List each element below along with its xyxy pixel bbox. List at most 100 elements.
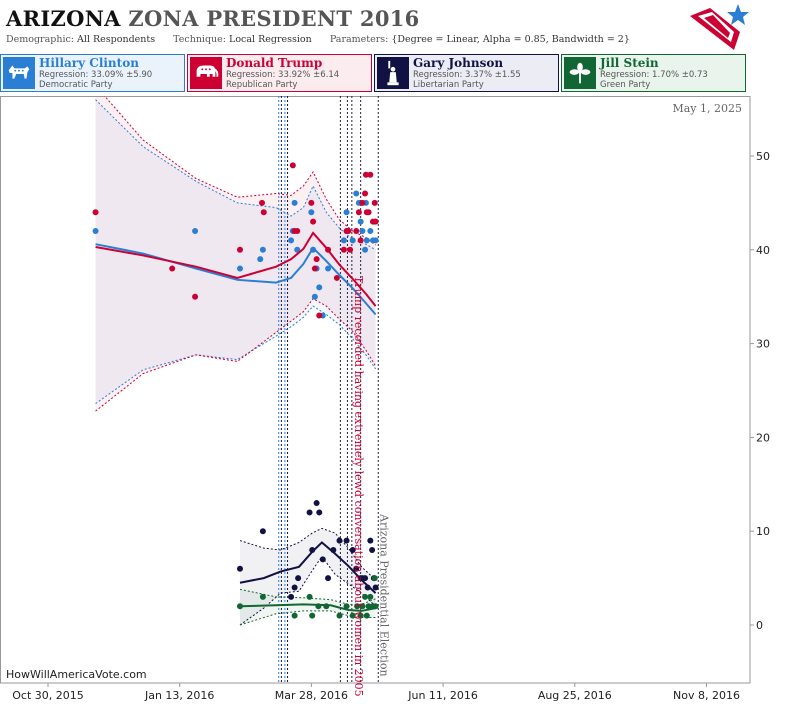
- chart-date: May 1, 2025: [672, 102, 742, 115]
- data-point-johnson: [295, 575, 302, 582]
- band-johnson: [239, 528, 376, 625]
- data-point-clinton: [325, 265, 332, 272]
- data-point-trump: [310, 218, 317, 225]
- y-tick-label: 40: [756, 244, 770, 257]
- data-point-trump: [316, 312, 323, 319]
- data-point-clinton: [363, 237, 370, 244]
- donkey-icon: [3, 57, 35, 89]
- data-point-johnson: [291, 584, 298, 591]
- data-point-clinton: [340, 237, 347, 244]
- data-point-johnson: [236, 565, 243, 572]
- data-point-trump: [333, 274, 340, 281]
- candidate-card-stein[interactable]: Jill Stein Regression: 1.70% ±0.73 Green…: [561, 54, 746, 92]
- data-point-trump: [353, 228, 360, 235]
- data-point-trump: [259, 199, 266, 206]
- chart-header: ARIZONA ZONA PRESIDENT 2016 Demographic:…: [0, 0, 789, 96]
- x-tick-label: Jan 13, 2016: [144, 689, 214, 702]
- technique-value: Local Regression: [229, 34, 312, 45]
- title-rest: ZONA PRESIDENT 2016: [128, 6, 420, 31]
- candidate-card-clinton[interactable]: Hillary Clinton Regression: 33.09% ±5.90…: [0, 54, 185, 92]
- x-axis: Oct 30, 2015 Jan 13, 2016 Mar 28, 2016 Jun …: [12, 683, 740, 702]
- liberty-statue-icon: [377, 57, 409, 89]
- candidate-card-johnson[interactable]: Gary Johnson Regression: 3.37% ±1.55 Lib…: [374, 54, 559, 92]
- data-point-johnson: [336, 537, 343, 544]
- candidate-card-trump[interactable]: Donald Trump Regression: 33.92% ±6.14 Re…: [187, 54, 372, 92]
- data-point-trump: [236, 246, 243, 253]
- data-points: [92, 162, 379, 619]
- data-point-johnson: [288, 593, 295, 600]
- data-point-johnson: [372, 584, 379, 591]
- data-point-trump: [308, 199, 315, 206]
- title-state: ARIZONA: [6, 6, 121, 31]
- data-point-stein: [309, 612, 316, 619]
- parameters-label: Parameters:: [329, 34, 389, 45]
- candidate-name: Gary Johnson: [413, 56, 504, 70]
- data-point-johnson: [349, 546, 356, 553]
- data-point-stein: [357, 612, 364, 619]
- trend-line-clinton: [95, 243, 377, 316]
- y-tick-label: 10: [756, 525, 770, 538]
- data-point-clinton: [257, 256, 264, 263]
- data-point-stein: [343, 603, 350, 610]
- band-edge-johnson: [239, 527, 376, 581]
- data-point-clinton: [192, 228, 199, 235]
- x-tick-label: Jun 11, 2016: [407, 689, 478, 702]
- data-point-trump: [362, 171, 369, 178]
- y-axis: 0 10 20 30 40 50: [750, 150, 770, 632]
- band-edges: [95, 96, 377, 626]
- confidence-bands: [95, 96, 376, 625]
- data-point-trump: [313, 256, 320, 263]
- data-point-trump: [362, 190, 369, 197]
- data-point-clinton: [349, 237, 356, 244]
- data-point-trump: [192, 293, 199, 300]
- data-point-johnson: [319, 556, 326, 563]
- trend-line-johnson: [239, 541, 377, 594]
- elephant-icon: [190, 57, 222, 89]
- trend-line-trump: [95, 231, 377, 307]
- data-point-stein: [367, 593, 374, 600]
- data-point-trump: [92, 209, 99, 216]
- data-point-stein: [259, 593, 266, 600]
- band-edge-johnson: [239, 555, 376, 626]
- data-point-clinton: [372, 237, 379, 244]
- data-point-stein: [359, 603, 366, 610]
- data-point-stein: [365, 603, 372, 610]
- data-point-johnson: [306, 509, 313, 516]
- watermark: HowWillAmericaVote.com: [6, 668, 147, 681]
- band-edge-stein: [239, 588, 376, 605]
- data-point-trump: [169, 265, 176, 272]
- data-point-stein: [336, 612, 343, 619]
- poll-chart: 0 10 20 30 40 50 Oct 30, 2015 Jan 13, 2016 Mar 2…: [0, 96, 770, 702]
- candidate-name: Donald Trump: [226, 56, 323, 70]
- data-point-trump: [289, 162, 296, 169]
- data-point-clinton: [259, 246, 266, 253]
- x-tick-label: Oct 30, 2015: [12, 689, 84, 702]
- data-point-clinton: [343, 209, 350, 216]
- parameters-line: Demographic: All Respondents Technique: …: [6, 34, 630, 45]
- data-point-johnson: [367, 537, 374, 544]
- data-point-johnson: [325, 575, 332, 582]
- technique-label: Technique:: [173, 34, 226, 45]
- data-point-johnson: [369, 546, 376, 553]
- data-point-trump: [357, 237, 364, 244]
- data-point-clinton: [308, 209, 315, 216]
- data-point-clinton: [311, 293, 318, 300]
- data-point-stein: [362, 593, 369, 600]
- data-point-clinton: [92, 228, 99, 235]
- data-point-clinton: [357, 218, 364, 225]
- candidate-party: Libertarian Party: [413, 80, 484, 90]
- data-point-trump: [260, 209, 267, 216]
- data-point-clinton: [291, 199, 298, 206]
- band-edge-trump: [103, 96, 376, 246]
- band-clinton: [95, 99, 376, 404]
- y-tick-label: 0: [756, 619, 763, 632]
- candidate-regression: Regression: 3.37% ±1.55: [413, 70, 521, 80]
- data-point-johnson: [259, 528, 266, 535]
- leaf-icon: [564, 57, 596, 89]
- data-point-trump: [359, 199, 366, 206]
- data-point-clinton: [367, 228, 374, 235]
- data-point-johnson: [362, 575, 369, 582]
- event-annotation: Trump recorded having extremely lewd con…: [352, 276, 365, 697]
- band-stein: [239, 589, 376, 625]
- candidate-cards: Hillary Clinton Regression: 33.09% ±5.90…: [0, 54, 750, 94]
